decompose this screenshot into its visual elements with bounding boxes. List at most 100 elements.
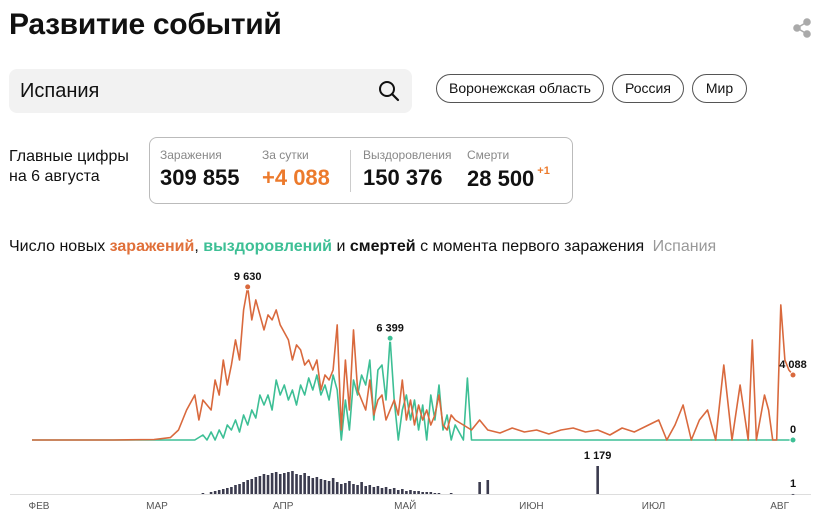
region-chip[interactable]: Россия: [612, 74, 684, 103]
bar: [283, 473, 286, 494]
caption-text: Число новых: [9, 238, 106, 255]
bar: [396, 490, 400, 494]
legend-entry: выздоровлений: [203, 238, 332, 255]
bar: [429, 492, 433, 494]
bar: [401, 489, 404, 494]
bar: [364, 485, 368, 494]
bar: [413, 491, 416, 494]
share-button[interactable]: [792, 18, 812, 38]
bar: [433, 493, 437, 494]
bar: [213, 491, 217, 494]
bar: [421, 492, 424, 494]
bar: [409, 490, 412, 494]
bar: [392, 487, 396, 494]
bar: [339, 484, 343, 494]
x-tick-label: ИЮЛ: [642, 501, 665, 512]
bar: [254, 476, 258, 494]
page-title: Развитие событий: [9, 8, 282, 41]
bar: [226, 487, 229, 494]
stat-value: 309 855: [160, 165, 240, 190]
summary-box: [149, 137, 573, 204]
divider: [350, 150, 351, 192]
bar: [258, 475, 262, 494]
summary-heading-line: на 6 августа: [9, 168, 100, 185]
search-text[interactable]: Испания: [20, 80, 100, 102]
bar: [596, 465, 599, 494]
bar: [376, 485, 380, 494]
bar: [352, 484, 355, 494]
summary-heading: Главные цифры на 6 августа: [9, 147, 129, 187]
stat-value: 28 500 +1: [467, 165, 550, 192]
bar: [368, 484, 372, 494]
bar: [380, 487, 384, 494]
bar: [311, 477, 315, 494]
search-box[interactable]: Испания: [9, 69, 412, 113]
bar: [323, 480, 327, 494]
bar: [348, 481, 351, 494]
region-chip[interactable]: Воронежская область: [436, 74, 604, 103]
x-tick-label: ИЮН: [519, 501, 544, 512]
bar: [372, 486, 376, 494]
stat-value: 150 376: [363, 165, 443, 190]
stat-number: 28 500: [467, 166, 535, 191]
bar: [449, 493, 453, 494]
stat-label: Заражения: [160, 148, 222, 162]
bar: [315, 476, 319, 494]
point-label: 9 630: [234, 271, 262, 283]
bar: [250, 478, 254, 494]
bar: [478, 482, 481, 494]
point-label: 4 088: [779, 359, 807, 371]
chart-caption: Число новых заражений, выздоровлений и с…: [9, 238, 716, 256]
x-tick-label: АВГ: [770, 501, 789, 512]
bar: [356, 484, 359, 494]
bar: [262, 474, 266, 494]
bar: [238, 484, 241, 494]
stat: Выздоровления 150 376: [363, 148, 452, 191]
stat-value: +4 088: [262, 165, 330, 190]
bar: [217, 490, 221, 494]
bar: [335, 482, 339, 494]
bar: [230, 486, 233, 494]
bar: [791, 493, 795, 495]
series-line: [32, 286, 794, 441]
bar: [201, 493, 205, 494]
point-label: 0: [790, 424, 796, 436]
point-label: 6 399: [376, 322, 404, 334]
stat-label: Выздоровления: [363, 148, 452, 162]
bar: [417, 491, 420, 494]
stat: Заражения 309 855: [160, 148, 240, 191]
bar: [307, 475, 311, 494]
caption-region: Испания: [652, 238, 717, 255]
bar: [327, 481, 331, 494]
x-tick-label: ФЕВ: [29, 501, 50, 512]
bar: [221, 489, 225, 494]
bar: [209, 492, 213, 494]
x-tick-label: МАЙ: [394, 499, 416, 512]
bar: [425, 492, 429, 494]
search-icon[interactable]: [378, 80, 400, 102]
bar: [486, 480, 490, 494]
stat-label: Смерти: [467, 148, 510, 162]
caption-text: ,: [194, 238, 199, 255]
bar: [234, 484, 237, 494]
point-label: 1 179: [584, 450, 612, 462]
point-marker: [244, 283, 252, 291]
region-chip[interactable]: Мир: [692, 74, 747, 103]
bar: [319, 478, 323, 494]
caption-text: с момента первого заражения: [420, 238, 645, 255]
caption-text: и: [336, 238, 346, 255]
point-marker: [386, 334, 394, 342]
stat: Смерти 28 500 +1: [467, 148, 550, 192]
stat-label: За сутки: [262, 148, 309, 162]
bar: [246, 480, 249, 494]
bar: [384, 486, 388, 494]
bar: [331, 477, 335, 494]
bar: [360, 482, 363, 494]
x-tick-label: АПР: [273, 501, 294, 512]
point-marker: [789, 436, 797, 444]
bar: [274, 472, 278, 494]
bar: [242, 482, 245, 494]
stat-delta: +1: [537, 165, 550, 177]
